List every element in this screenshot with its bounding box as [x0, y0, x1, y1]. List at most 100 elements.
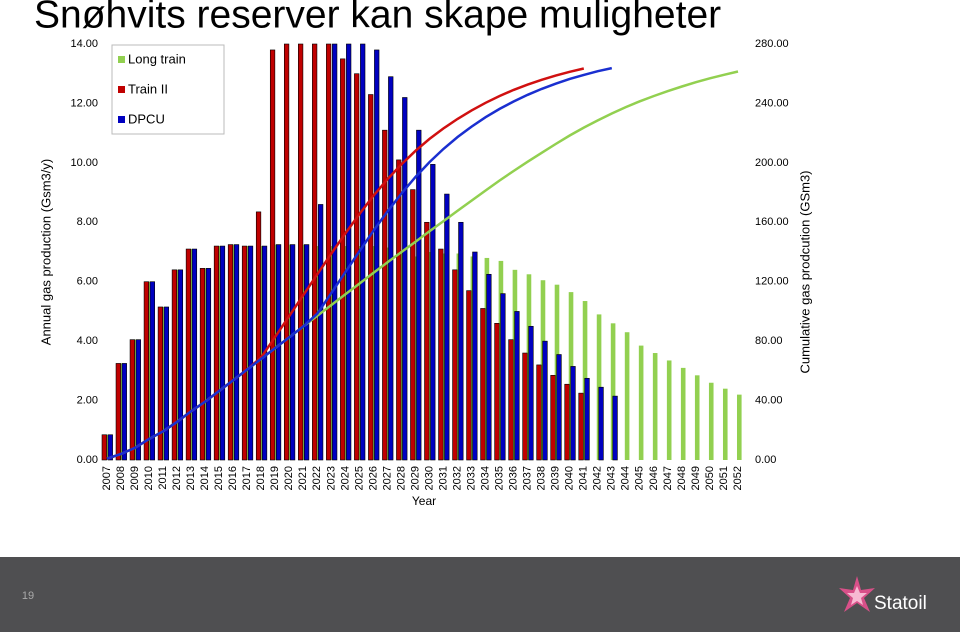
- bar: [624, 332, 630, 460]
- y-tick-label: 12.00: [70, 97, 98, 109]
- logo-icon: [839, 576, 875, 612]
- bar: [652, 353, 658, 460]
- x-tick-label: 2026: [367, 466, 379, 490]
- bar: [578, 392, 584, 461]
- bar: [466, 290, 472, 461]
- bar: [289, 244, 296, 461]
- bar: [494, 323, 500, 461]
- y2-tick-label: 280.00: [755, 38, 789, 50]
- bar: [598, 386, 604, 461]
- x-tick-label: 2014: [199, 466, 211, 490]
- y-tick-label: 14.00: [70, 38, 98, 50]
- x-tick-label: 2032: [451, 466, 463, 490]
- bar: [340, 58, 346, 461]
- x-tick-label: 2044: [620, 466, 632, 490]
- y-axis-label: Annual gas production (Gsm3/y): [38, 159, 53, 345]
- bar: [374, 49, 380, 461]
- x-tick-label: 2025: [353, 466, 365, 490]
- bar: [205, 268, 212, 461]
- bar: [694, 375, 700, 460]
- legend-label: DPCU: [128, 111, 165, 126]
- logo-text: Statoil: [874, 593, 927, 614]
- bar: [722, 388, 728, 460]
- y-tick-label: 8.00: [77, 216, 98, 228]
- x-tick-label: 2039: [550, 466, 562, 490]
- x-tick-label: 2033: [465, 466, 477, 490]
- bar: [438, 248, 444, 461]
- bar: [360, 43, 366, 461]
- bar: [233, 244, 240, 461]
- cumulative-line: [106, 66, 613, 460]
- bar: [219, 245, 226, 461]
- bar: [610, 323, 616, 460]
- bar: [346, 43, 352, 461]
- x-axis-label: Year: [412, 494, 436, 508]
- x-tick-label: 2021: [297, 466, 309, 490]
- x-tick-label: 2042: [592, 466, 604, 490]
- bar: [149, 281, 155, 461]
- x-tick-label: 2047: [662, 466, 674, 490]
- legend-label: Long train: [128, 51, 186, 66]
- bar: [185, 248, 192, 461]
- legend-label: Train II: [128, 81, 168, 96]
- bar: [514, 311, 520, 461]
- bar: [480, 308, 486, 461]
- x-tick-label: 2020: [283, 466, 295, 490]
- x-tick-label: 2048: [676, 466, 688, 490]
- bar: [542, 340, 548, 461]
- x-tick-label: 2013: [185, 466, 197, 490]
- bar: [638, 345, 644, 460]
- slide-title: Snøhvits reserver kan skape muligheter: [34, 0, 721, 36]
- y-tick-label: 4.00: [77, 335, 98, 347]
- x-tick-label: 2017: [241, 466, 253, 490]
- bar: [171, 269, 178, 461]
- bar: [458, 221, 464, 461]
- bar: [396, 159, 402, 461]
- bar: [247, 245, 254, 461]
- x-tick-label: 2037: [522, 466, 534, 490]
- x-tick-label: 2043: [606, 466, 618, 490]
- bar: [269, 49, 276, 461]
- bar: [472, 251, 478, 461]
- x-tick-label: 2022: [311, 466, 323, 490]
- bar: [318, 204, 324, 461]
- y2-tick-label: 80.00: [755, 335, 783, 347]
- bar: [163, 306, 169, 461]
- bar: [528, 325, 534, 461]
- y2-tick-label: 120.00: [755, 276, 789, 288]
- bar: [452, 269, 458, 461]
- bar: [486, 273, 492, 461]
- x-tick-label: 2024: [339, 466, 351, 490]
- bar: [570, 366, 576, 461]
- x-tick-label: 2015: [213, 466, 225, 490]
- bar: [191, 248, 198, 461]
- x-tick-label: 2034: [480, 466, 492, 490]
- bar: [612, 395, 618, 461]
- x-tick-label: 2036: [508, 466, 520, 490]
- x-tick-label: 2038: [536, 466, 548, 490]
- bar: [312, 43, 318, 461]
- y2-tick-label: 200.00: [755, 157, 789, 169]
- y2-tick-label: 160.00: [755, 216, 789, 228]
- bar: [199, 268, 206, 461]
- bar: [680, 367, 686, 460]
- x-tick-label: 2027: [381, 466, 393, 490]
- x-tick-label: 2012: [171, 466, 183, 490]
- x-tick-label: 2046: [648, 466, 660, 490]
- x-tick-label: 2011: [157, 466, 169, 490]
- x-tick-label: 2050: [704, 466, 716, 490]
- x-tick-label: 2049: [690, 466, 702, 490]
- bar: [135, 339, 141, 461]
- bar: [550, 375, 556, 461]
- bar: [430, 164, 436, 461]
- bar: [500, 293, 506, 461]
- bar: [382, 129, 388, 461]
- page-number: 19: [22, 590, 34, 602]
- bar: [444, 193, 450, 461]
- y-tick-label: 10.00: [70, 157, 98, 169]
- legend-swatch: [118, 56, 125, 63]
- bar: [424, 221, 430, 461]
- y2-tick-label: 40.00: [755, 394, 783, 406]
- bar: [275, 244, 282, 461]
